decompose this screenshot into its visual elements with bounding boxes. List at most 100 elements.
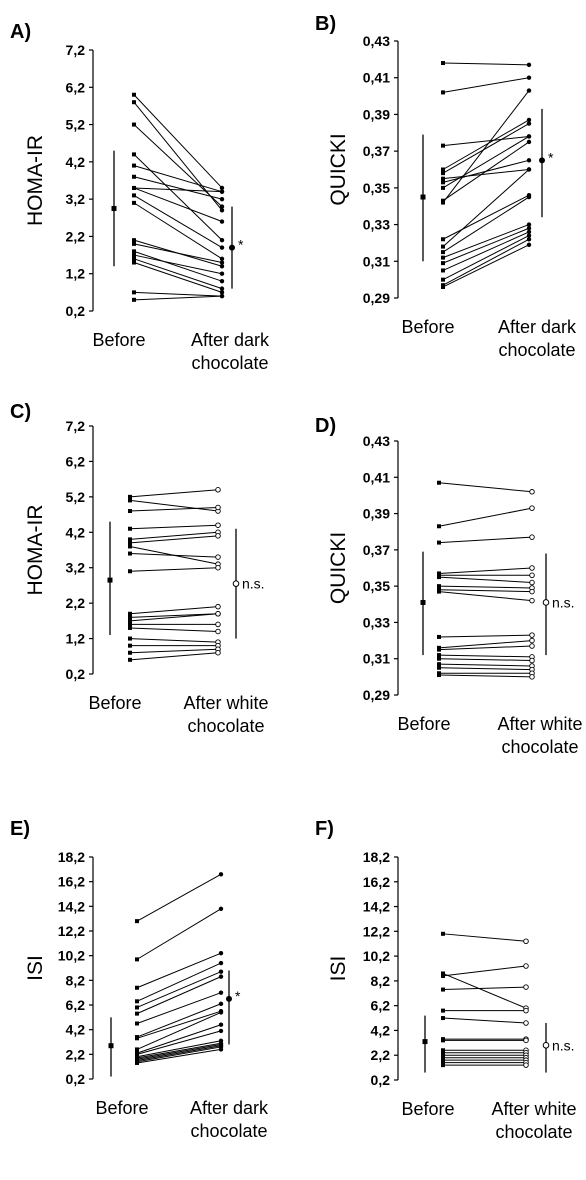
y-tick-label: 18,2 xyxy=(58,849,85,865)
after-point xyxy=(529,505,535,511)
subject-line xyxy=(438,567,533,574)
before-mean-marker xyxy=(420,599,426,605)
x-category-label: After white chocolate xyxy=(497,714,582,757)
after-point xyxy=(219,219,225,224)
y-tick-label: 0,35 xyxy=(363,578,390,594)
subject-line xyxy=(438,482,533,493)
after-point xyxy=(218,974,224,979)
subject-line xyxy=(133,254,223,275)
after-point xyxy=(529,534,535,540)
after-point xyxy=(218,1001,224,1006)
subject-line xyxy=(442,169,530,247)
subject-line xyxy=(136,1043,222,1060)
y-tick-label: 0,31 xyxy=(363,253,390,269)
y-tick-label: 6,2 xyxy=(371,998,391,1014)
after-point xyxy=(215,621,221,628)
before-mean-marker xyxy=(111,205,117,211)
before-point xyxy=(128,625,132,630)
chart-panel-a: A) 0,2 1,2 2,2 3,2 4,2 5,2 6,2 7,2 HOMA-IR Before A… xyxy=(10,21,270,373)
subject-line xyxy=(438,654,533,658)
after-point xyxy=(526,229,532,235)
after-point xyxy=(218,990,224,995)
panel-label: D) xyxy=(315,415,336,437)
subject-line xyxy=(136,1024,222,1054)
before-point xyxy=(128,622,132,627)
y-axis-title: HOMA-IR xyxy=(24,135,47,226)
subject-line xyxy=(438,589,533,593)
y-axis-title: ISI xyxy=(327,956,350,982)
y-axis-title: HOMA-IR xyxy=(24,505,47,596)
subject-line xyxy=(442,224,530,259)
x-category-label: After white chocolate xyxy=(491,1099,576,1142)
after-point xyxy=(219,196,225,202)
before-point xyxy=(132,249,136,254)
subject-line xyxy=(442,235,530,281)
y-axis-title: QUICKI xyxy=(327,532,350,604)
before-point xyxy=(128,569,132,574)
after-point xyxy=(523,963,529,969)
y-tick-label: 18,2 xyxy=(363,849,390,865)
y-tick-label: 2,2 xyxy=(66,228,86,244)
subject-line xyxy=(442,231,530,271)
subject-line xyxy=(133,154,223,241)
y-tick-label: 0,2 xyxy=(66,666,86,682)
after-point xyxy=(529,643,535,649)
y-tick-label: 0,29 xyxy=(363,687,390,703)
after-point xyxy=(219,260,225,265)
subject-line xyxy=(136,962,222,1002)
before-point xyxy=(441,973,445,978)
x-category-label: After dark chocolate xyxy=(191,330,270,373)
before-point xyxy=(132,185,136,190)
y-tick-label: 6,2 xyxy=(66,453,86,469)
after-point xyxy=(215,533,221,539)
y-tick-label: 12,2 xyxy=(363,923,390,939)
x-category-label: Before xyxy=(401,317,454,337)
subject-line xyxy=(438,640,533,649)
y-tick-label: 16,2 xyxy=(58,874,85,890)
subject-line xyxy=(133,258,223,290)
after-point xyxy=(218,960,224,966)
before-point xyxy=(135,985,139,990)
subject-line xyxy=(136,1010,222,1039)
after-point xyxy=(526,75,532,80)
before-point xyxy=(437,665,441,670)
subject-line xyxy=(133,194,223,249)
before-point xyxy=(437,480,441,485)
before-point xyxy=(441,1053,445,1058)
subject-line xyxy=(133,250,223,282)
subject-line xyxy=(442,123,530,174)
x-category-label: Before xyxy=(92,330,145,350)
before-point xyxy=(132,297,136,302)
y-axis-title: QUICKI xyxy=(327,133,350,205)
y-tick-label: 1,2 xyxy=(66,266,86,282)
before-point xyxy=(128,526,132,531)
before-point xyxy=(128,636,132,641)
chart-panel-c: C) 0,2 1,2 2,2 3,2 4,2 5,2 6,2 7,2 HOMA-IR Before A… xyxy=(10,401,269,736)
subject-line xyxy=(442,972,527,1009)
after-point xyxy=(215,554,221,560)
before-point xyxy=(437,656,441,661)
y-tick-label: 0,43 xyxy=(363,433,390,449)
subject-line xyxy=(129,553,219,558)
before-point xyxy=(135,919,139,924)
x-category-label: After white chocolate xyxy=(183,693,268,736)
significance-label: * xyxy=(235,988,241,1004)
after-point xyxy=(218,969,224,974)
subject-line xyxy=(442,238,530,286)
after-point xyxy=(215,522,221,528)
after-point xyxy=(218,1047,224,1052)
y-tick-label: 6,2 xyxy=(66,79,86,95)
y-tick-label: 5,2 xyxy=(66,489,86,505)
subject-line xyxy=(133,124,223,207)
y-tick-label: 14,2 xyxy=(58,898,85,914)
subject-line xyxy=(129,627,219,632)
y-tick-label: 16,2 xyxy=(363,874,390,890)
after-point xyxy=(215,564,221,571)
after-point xyxy=(218,872,224,877)
y-tick-label: 0,2 xyxy=(66,303,86,319)
x-category-label-line: After white xyxy=(491,1099,576,1119)
after-mean-marker xyxy=(539,157,545,164)
subject-line xyxy=(129,535,219,544)
y-tick-label: 2,2 xyxy=(66,1046,86,1062)
